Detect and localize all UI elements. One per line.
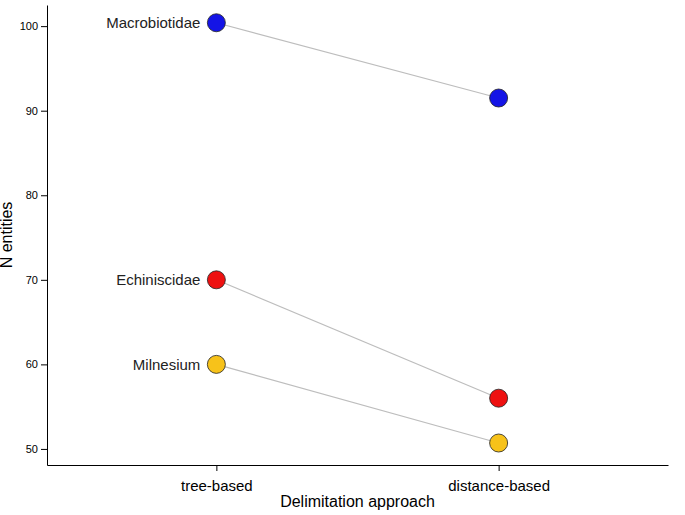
y-tick: 80 [26, 189, 47, 201]
y-tick-label: 100 [20, 20, 38, 32]
y-tick: 70 [26, 274, 47, 286]
point [490, 89, 508, 107]
chart: 50 60 70 80 90 100 tree-based distance-based Mac… [0, 0, 685, 515]
y-tick: 100 [20, 20, 47, 32]
marks [207, 14, 507, 452]
y-tick-label: 80 [26, 189, 38, 201]
y-tick: 90 [26, 105, 47, 117]
x-tick: tree-based [181, 465, 253, 494]
series-line [216, 23, 498, 98]
x-tick-label: tree-based [181, 477, 253, 494]
series-labels: Macrobiotidae Echiniscidae Milnesium [106, 14, 200, 373]
point [490, 434, 508, 452]
x-tick: distance-based [448, 465, 550, 494]
x-axis: tree-based distance-based [48, 465, 669, 494]
y-tick-label: 50 [26, 443, 38, 455]
point [490, 389, 508, 407]
y-tick-mark [41, 111, 47, 112]
y-tick-mark [41, 195, 47, 196]
y-tick-label: 90 [26, 105, 38, 117]
y-tick: 50 [26, 443, 47, 455]
series-label: Milnesium [133, 356, 201, 373]
y-tick-mark [41, 280, 47, 281]
series-line [216, 280, 498, 398]
point [207, 14, 225, 32]
point [207, 271, 225, 289]
series-label: Macrobiotidae [106, 14, 200, 31]
y-axis: 50 60 70 80 90 100 [20, 6, 48, 466]
y-tick-mark [41, 364, 47, 365]
series-label: Echiniscidae [116, 271, 200, 288]
series-line [216, 364, 498, 443]
y-tick: 60 [26, 358, 47, 370]
y-tick-label: 60 [26, 358, 38, 370]
x-tick-mark [499, 465, 500, 471]
x-axis-line [48, 465, 669, 466]
point [207, 355, 225, 373]
y-axis-line [47, 6, 48, 466]
x-axis-title: Delimitation approach [280, 493, 435, 510]
y-tick-mark [41, 26, 47, 27]
x-tick-mark [216, 465, 217, 471]
x-tick-label: distance-based [448, 477, 550, 494]
y-tick-mark [41, 449, 47, 450]
y-tick-label: 70 [26, 274, 38, 286]
y-axis-title: N entities [0, 202, 15, 269]
plot-area: 50 60 70 80 90 100 tree-based distance-based Mac… [20, 6, 669, 494]
